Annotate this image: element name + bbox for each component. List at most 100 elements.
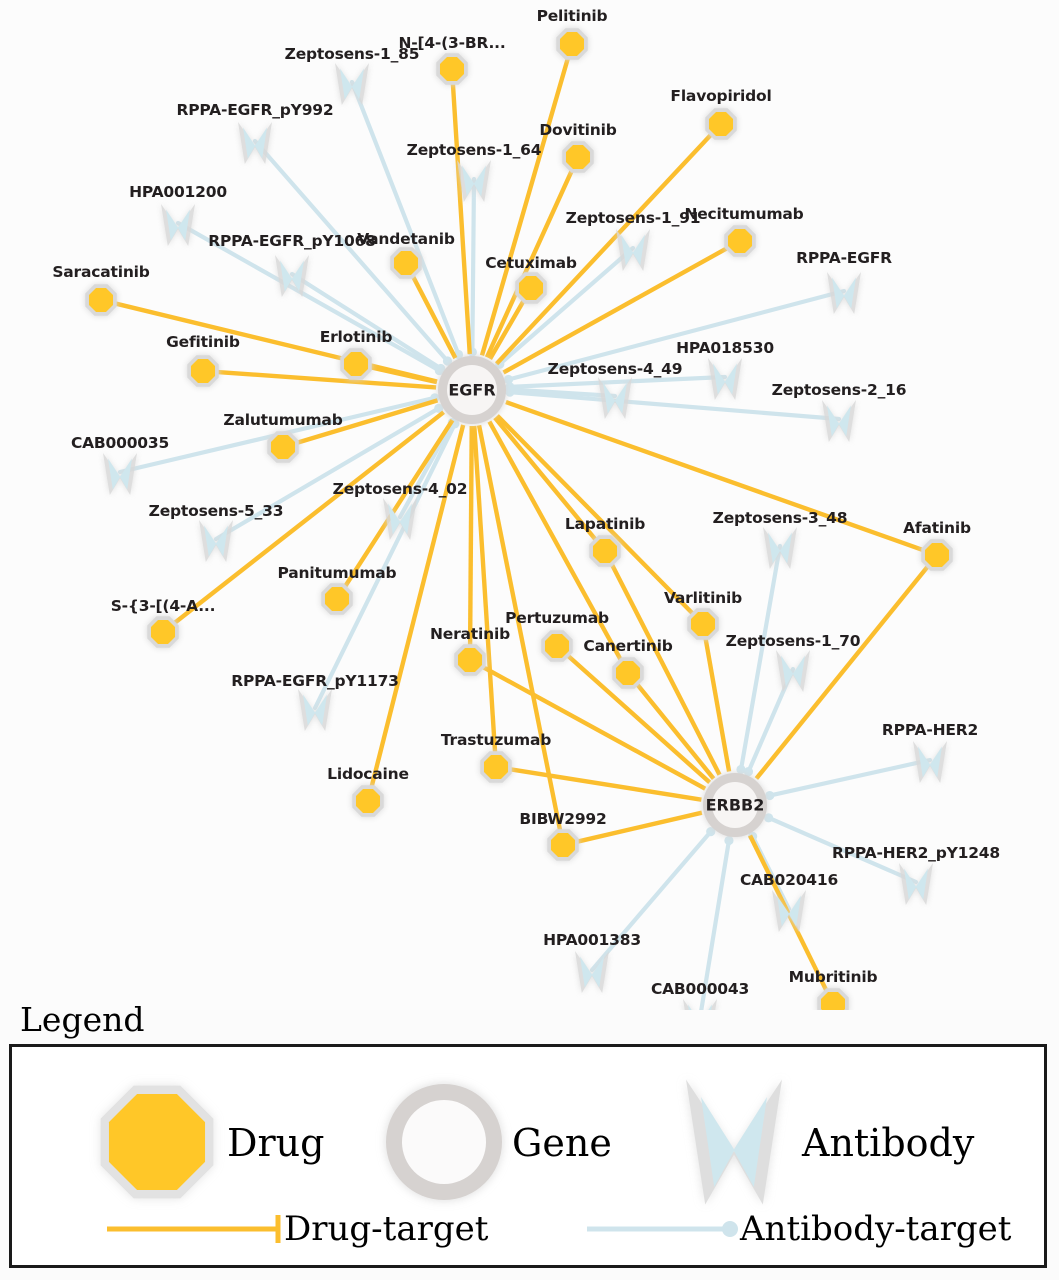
drug-target-edge[interactable] [410,273,458,360]
antibody-target-edge[interactable] [506,288,847,382]
antibody-node[interactable] [913,741,947,783]
drug-node[interactable] [85,284,117,316]
drug-target-edge[interactable] [476,424,563,833]
drug-node[interactable] [705,108,737,140]
edges-layer [113,55,933,1010]
antibody-node[interactable] [827,272,861,314]
gene-node-egfr[interactable] [438,356,506,424]
drug-label: Trastuzumab [440,731,552,749]
antibody-target-edge[interactable] [699,838,732,1010]
drug-target-edge[interactable] [493,416,599,543]
drug-node[interactable] [454,644,486,676]
drug-target-edge[interactable] [508,766,702,802]
drug-node[interactable] [817,988,849,1010]
drug-node[interactable] [724,225,756,257]
antibody-target-edge[interactable] [589,829,713,973]
drug-target-edge[interactable] [467,425,474,648]
antibody-node[interactable] [772,890,806,932]
antibody-target-edge[interactable] [738,543,783,772]
antibody-node[interactable] [683,999,717,1010]
antibody-target-edge[interactable] [397,420,455,520]
antibody-target-edge[interactable] [312,421,457,711]
drug-target-edge[interactable] [450,81,472,355]
drug-target-edge[interactable] [495,414,696,617]
drug-node[interactable] [515,272,547,304]
antibody-node[interactable] [238,122,272,164]
drug-node[interactable] [562,141,594,173]
antibody-node[interactable] [575,951,609,993]
drug-target-edge[interactable] [369,424,466,789]
antibody-target-edge[interactable] [349,79,461,357]
antibody-target-edge[interactable] [289,271,443,371]
antibody-target-edge[interactable] [252,138,450,364]
drug-node[interactable] [589,535,621,567]
drug-target-edge[interactable] [634,681,716,780]
antibody-target-edge[interactable] [213,406,441,542]
antibody-node[interactable] [899,863,933,905]
drug-node[interactable] [436,53,468,85]
drug-node[interactable] [612,657,644,689]
drug-node[interactable] [340,348,372,380]
antibody-label: Zeptosens-2_16 [771,381,907,399]
network-canvas[interactable] [0,0,1059,1010]
drug-target-edge[interactable] [215,369,437,390]
antibody-node[interactable] [275,255,309,297]
antibody-node[interactable] [298,689,332,731]
antibody-target-edge[interactable] [507,390,842,422]
drug-node[interactable] [556,28,588,60]
drug-target-edge[interactable] [480,664,707,791]
drug-label: Canertinib [583,637,673,655]
drug-label: S-{3-[(4-A... [110,597,216,615]
drug-target-edge[interactable] [472,425,498,755]
drug-target-edge[interactable] [502,245,730,375]
drug-node[interactable] [267,431,299,463]
drug-target-edge[interactable] [494,131,714,366]
antibody-target-edge[interactable] [507,374,728,389]
antibody-node[interactable] [616,229,650,271]
antibody-target-edge[interactable] [497,245,636,367]
drug-target-edge[interactable] [487,420,624,663]
drug-node[interactable] [390,247,422,279]
drug-node[interactable] [352,785,384,817]
antibody-node[interactable] [199,520,233,562]
drug-target-edge[interactable] [479,55,571,357]
antibody-edge-endpoint [736,764,746,775]
antibody-node[interactable] [161,204,195,246]
drug-node[interactable] [321,583,353,615]
antibody-target-edge[interactable] [766,815,919,885]
drug-node[interactable] [921,539,953,571]
drug-target-edge[interactable] [484,167,575,359]
drug-target-edge[interactable] [171,410,446,626]
drug-target-edge[interactable] [565,653,712,784]
antibody-node[interactable] [335,63,369,105]
drug-target-edge[interactable] [703,636,732,772]
drug-target-edge[interactable] [294,398,439,446]
gene-node-erbb2[interactable] [703,773,767,837]
antibody-target-edge[interactable] [507,387,618,399]
antibody-node[interactable] [103,453,137,495]
drug-node[interactable] [541,630,573,662]
drug-target-edge[interactable] [488,298,527,360]
antibody-node[interactable] [383,498,417,540]
antibody-target-edge[interactable] [175,220,442,373]
antibody-node[interactable] [457,160,491,202]
drug-target-edge[interactable] [505,399,926,553]
antibody-node[interactable] [708,358,742,400]
drug-node[interactable] [547,829,579,861]
drug-node[interactable] [480,751,512,783]
drug-target-edge[interactable] [754,563,931,780]
drug-node[interactable] [187,355,219,387]
drug-target-edge[interactable] [608,561,722,776]
antibody-node[interactable] [776,650,810,692]
antibody-node[interactable] [763,527,797,569]
drug-target-edge[interactable] [342,419,455,590]
antibody-target-edge[interactable] [470,176,477,355]
drug-target-edge[interactable] [575,810,703,845]
drug-node[interactable] [147,616,179,648]
drug-node[interactable] [687,608,719,640]
antibody-node[interactable] [822,400,856,442]
drug-target-edge[interactable] [368,364,438,385]
antibody-node[interactable] [598,377,632,419]
antibody-target-edge[interactable] [767,757,933,798]
